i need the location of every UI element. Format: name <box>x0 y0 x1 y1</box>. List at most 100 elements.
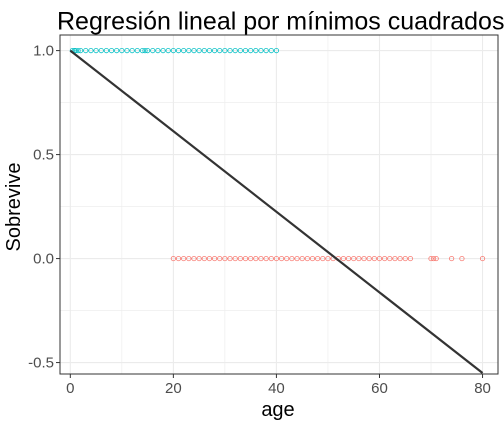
survived-point <box>248 47 254 54</box>
died-point <box>175 255 182 262</box>
survived-point <box>142 47 148 54</box>
died-point <box>351 255 357 262</box>
died-point <box>248 255 254 262</box>
survived-point <box>268 47 274 54</box>
died-point <box>433 255 439 262</box>
survived-point <box>232 47 238 54</box>
died-point <box>227 255 233 262</box>
survived-point <box>155 47 161 54</box>
died-point <box>181 255 187 262</box>
x-tick-label: 20 <box>165 380 182 397</box>
died-point <box>428 255 434 262</box>
died-point <box>479 255 486 262</box>
died-point <box>392 255 398 262</box>
survived-point <box>217 47 223 54</box>
y-tick-label: 1.0 <box>33 43 54 60</box>
died-point <box>309 255 316 262</box>
survived-point <box>145 47 151 54</box>
died-point <box>402 255 408 262</box>
died-point <box>263 255 269 262</box>
x-axis: 0 20 40 60 80 <box>66 374 491 397</box>
died-point <box>268 255 274 262</box>
survived-point <box>72 47 79 54</box>
x-tick-label: 0 <box>66 380 74 397</box>
y-tick-label: -0.5 <box>28 355 54 372</box>
died-point <box>376 255 383 262</box>
survived-point <box>103 47 109 54</box>
y-tick-label: 0.5 <box>33 147 54 164</box>
died-point <box>253 255 259 262</box>
survived-point <box>181 47 187 54</box>
x-tick-label: 40 <box>268 380 285 397</box>
died-point <box>242 255 249 262</box>
died-point <box>196 255 202 262</box>
survived-point <box>160 47 166 54</box>
died-point <box>278 255 285 262</box>
survived-point <box>170 47 176 54</box>
y-axis: -0.5 0.0 0.5 1.0 <box>28 43 60 372</box>
y-tick-label: 0.0 <box>33 251 54 268</box>
died-point <box>366 255 372 262</box>
survived-point <box>165 47 171 54</box>
survived-point <box>134 47 140 54</box>
survived-point <box>124 47 130 54</box>
survived-point <box>139 47 146 54</box>
died-point <box>459 255 465 262</box>
died-point <box>320 255 326 262</box>
survived-point <box>175 47 182 54</box>
survived-point <box>201 47 207 54</box>
survived-point <box>150 47 156 54</box>
data-points <box>69 47 486 262</box>
died-point <box>170 255 176 262</box>
died-point <box>211 255 218 262</box>
died-point <box>294 255 300 262</box>
survived-point <box>88 47 94 54</box>
fit-line <box>69 49 484 374</box>
died-point <box>217 255 223 262</box>
survived-point <box>253 47 259 54</box>
died-point <box>345 255 352 262</box>
survived-point <box>258 47 264 54</box>
died-point <box>284 255 290 262</box>
survived-point <box>93 47 99 54</box>
died-point <box>449 255 455 262</box>
died-point <box>304 255 310 262</box>
died-point <box>289 255 295 262</box>
survived-point <box>191 47 197 54</box>
survived-point <box>114 47 120 54</box>
survived-point <box>75 47 81 54</box>
survived-point <box>108 47 115 54</box>
died-point <box>382 255 388 262</box>
died-point <box>325 255 331 262</box>
survived-point <box>222 47 228 54</box>
x-tick-label: 60 <box>371 380 388 397</box>
survived-point <box>237 47 243 54</box>
died-point <box>201 255 207 262</box>
died-point <box>430 255 437 262</box>
survived-point <box>273 47 280 54</box>
survived-point <box>98 47 104 54</box>
survived-point <box>242 47 249 54</box>
died-point <box>191 255 197 262</box>
x-axis-title: age <box>261 399 294 421</box>
died-point <box>407 255 413 262</box>
survived-point <box>119 47 125 54</box>
survived-point <box>211 47 218 54</box>
survived-point <box>83 47 89 54</box>
fit-line-layer <box>69 49 484 374</box>
chart-title: Regresión lineal por mínimos cuadrados <box>57 8 504 36</box>
died-point <box>206 255 213 262</box>
died-point <box>186 255 192 262</box>
died-point <box>258 255 264 262</box>
died-point <box>299 255 305 262</box>
survived-point <box>186 47 192 54</box>
survived-point <box>227 47 233 54</box>
died-point <box>232 255 238 262</box>
y-axis-title: Sobrevive <box>3 163 25 252</box>
x-tick-label: 80 <box>474 380 491 397</box>
survived-point <box>196 47 202 54</box>
survived-point <box>263 47 269 54</box>
survived-point <box>129 47 135 54</box>
